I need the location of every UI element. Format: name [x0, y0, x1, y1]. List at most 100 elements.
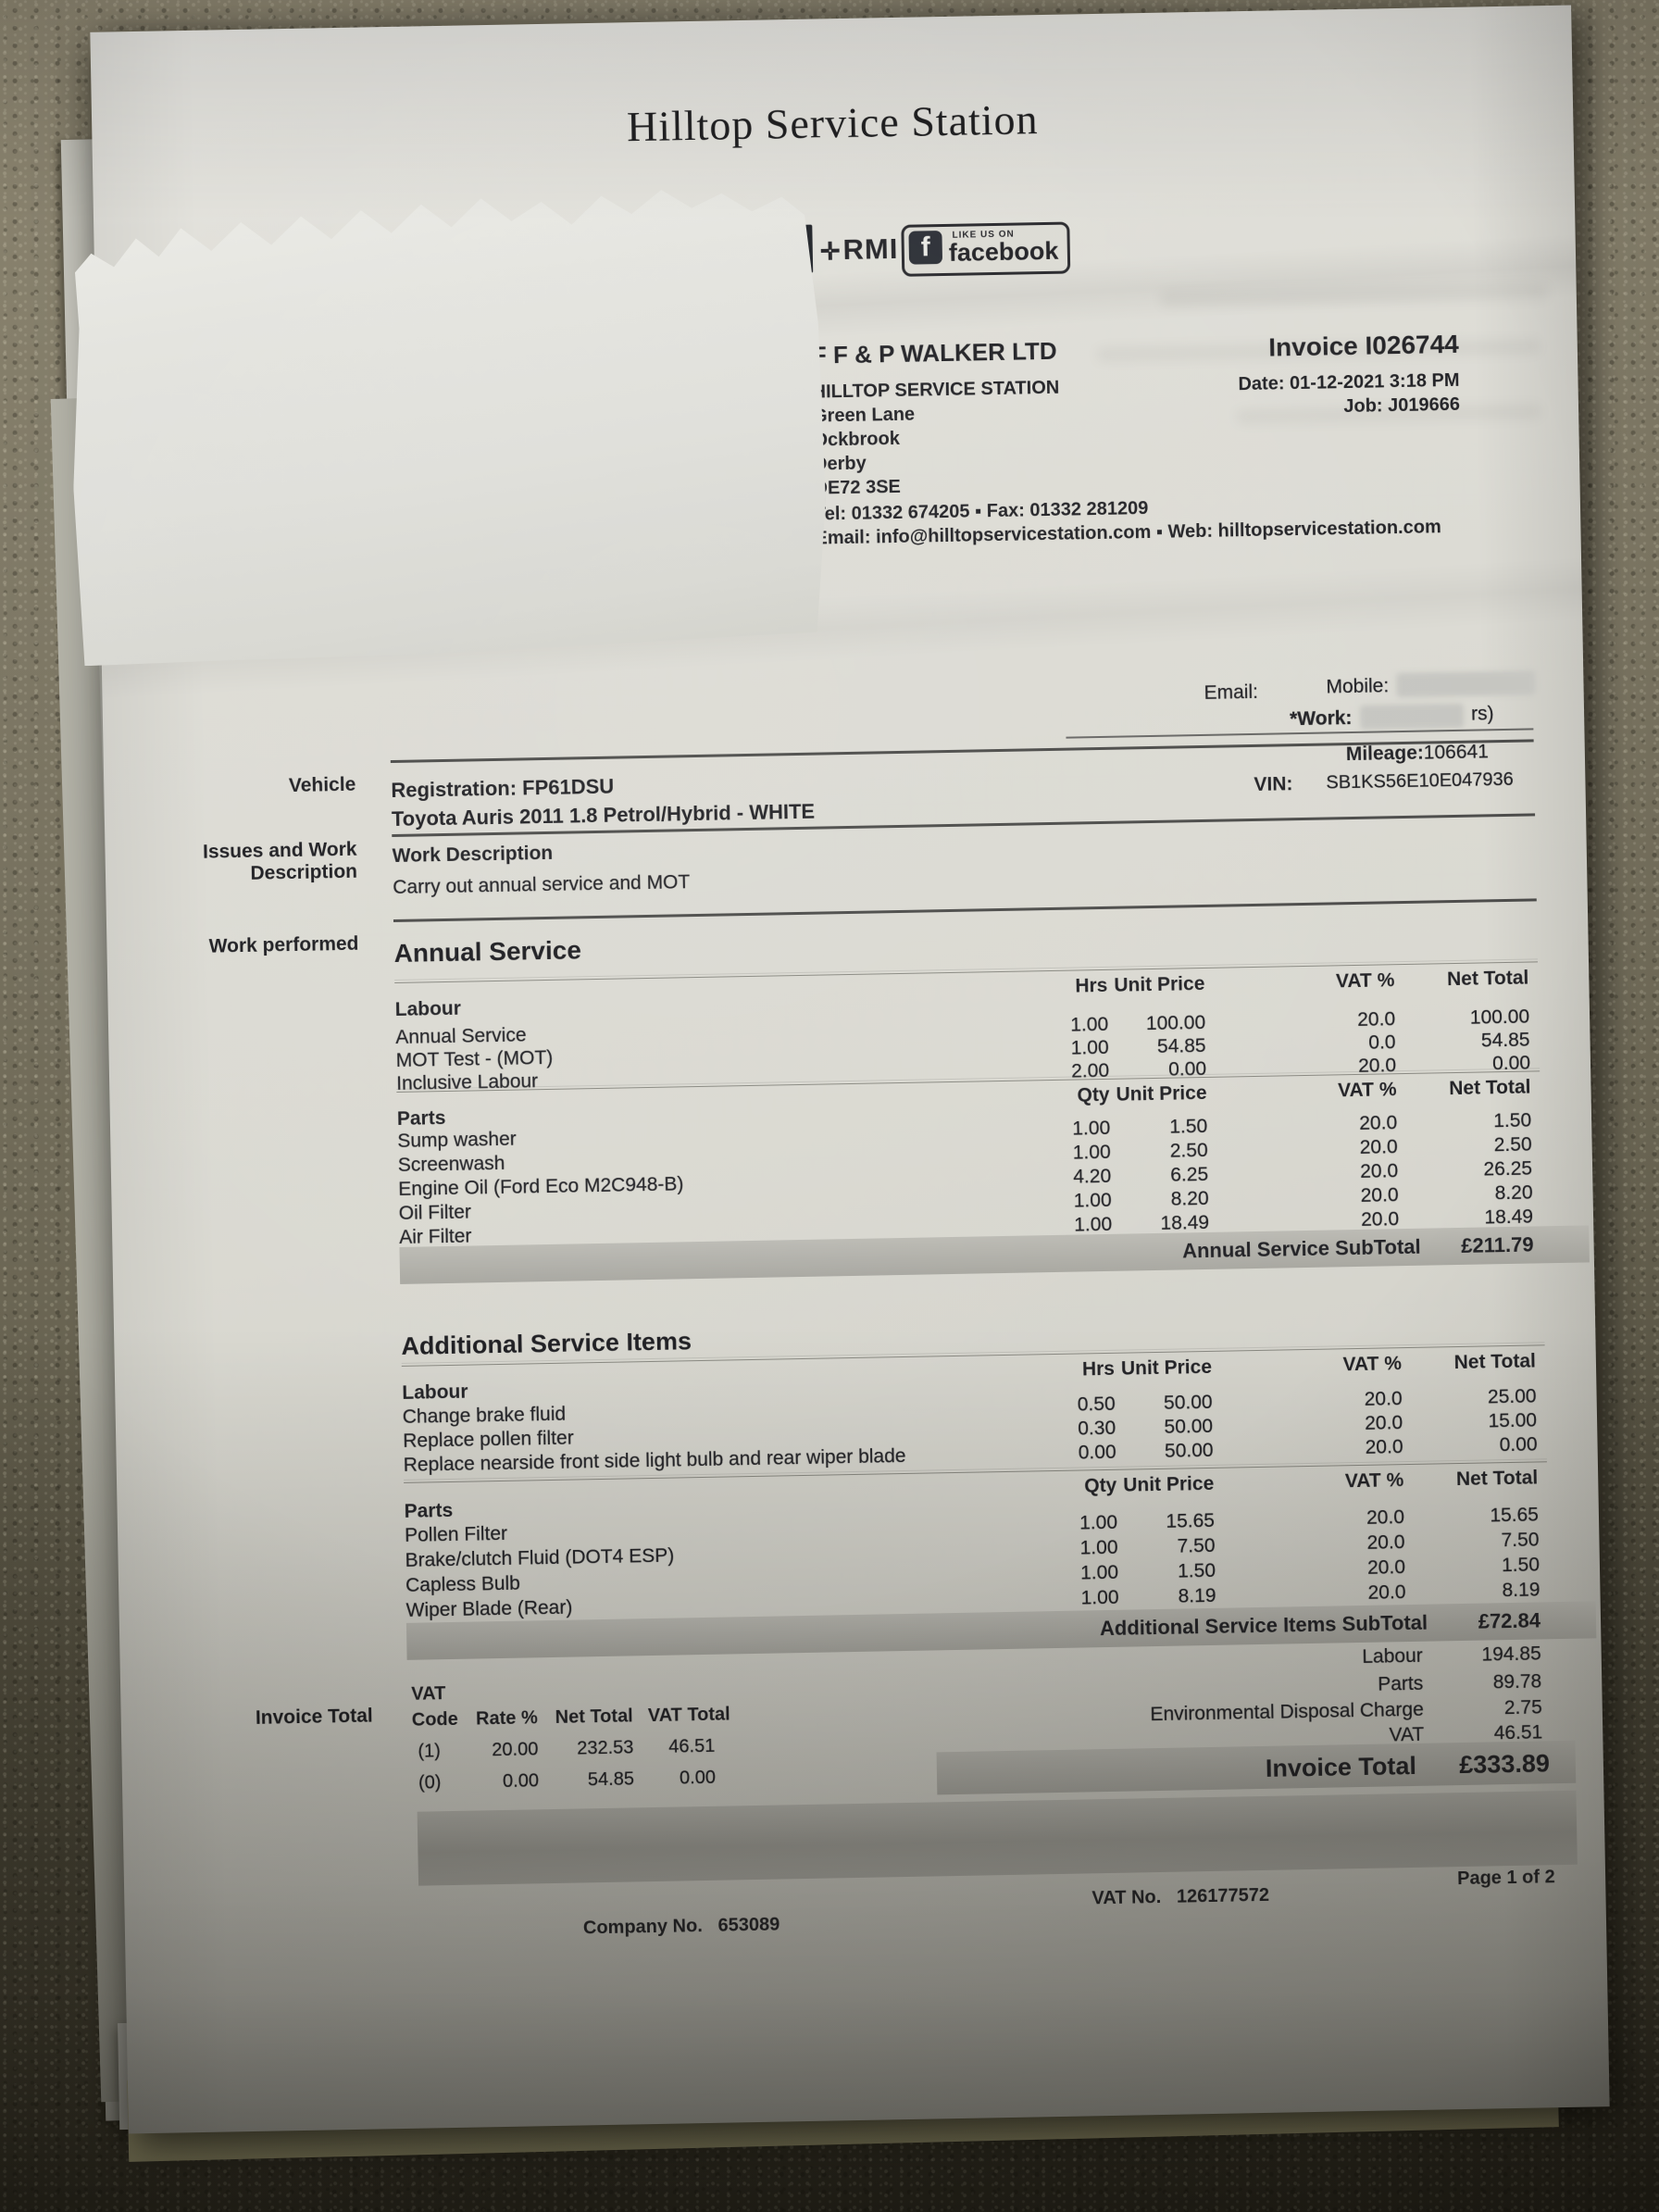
page-title: Hilltop Service Station — [626, 95, 1040, 151]
vat-table: VAT Code Rate % Net Total VAT Total (1) … — [407, 1678, 733, 1804]
vehicle-model: Toyota Auris 2011 1.8 Petrol/Hybrid - WH… — [391, 799, 816, 831]
item-unit-price: 1.50 — [1169, 1115, 1208, 1138]
col-vat: VAT % — [1337, 1079, 1397, 1102]
item-net-total: 7.50 — [1501, 1529, 1540, 1552]
invoice-total-gutter-label: Invoice Total — [255, 1705, 373, 1729]
torn-paper-scrap — [68, 182, 829, 667]
rmi-label: RMI — [842, 231, 899, 266]
item-hrs: 0.50 — [1077, 1393, 1116, 1416]
redacted-work-number — [1359, 703, 1465, 730]
item-qty: 1.00 — [1072, 1117, 1111, 1140]
item-unit-price: 50.00 — [1164, 1439, 1214, 1462]
email-label: Email: — [1204, 681, 1259, 704]
item-name: Annual Service — [395, 1024, 527, 1048]
vat-rate: 20.00 — [492, 1739, 539, 1761]
item-unit-price: 50.00 — [1163, 1391, 1213, 1414]
vat-total: 46.51 — [668, 1735, 716, 1757]
summary-value: 89.78 — [1492, 1670, 1542, 1693]
item-vat: 20.0 — [1359, 1136, 1398, 1158]
summary-value: 194.85 — [1481, 1643, 1541, 1666]
vehicle-gutter-label: Vehicle — [288, 773, 356, 797]
vat-col-code: Code — [411, 1708, 458, 1731]
vat-no: VAT No. 126177572 — [1091, 1885, 1269, 1910]
item-vat: 0.0 — [1368, 1031, 1396, 1054]
summary-value: 2.75 — [1503, 1696, 1542, 1719]
issues-gutter-label: Issues and Work Description — [105, 839, 357, 888]
item-vat: 20.0 — [1367, 1581, 1406, 1604]
annual-service-heading: Annual Service — [393, 935, 582, 968]
item-vat: 20.0 — [1365, 1412, 1403, 1434]
item-net-total: 54.85 — [1480, 1029, 1530, 1052]
vat-code: (0) — [418, 1772, 442, 1793]
col-hrs: Hrs — [1075, 974, 1108, 997]
work-description-text: Carry out annual service and MOT — [393, 871, 691, 899]
vat-col-net: Net Total — [555, 1706, 633, 1728]
vehicle-registration: Registration: FP61DSU — [391, 774, 615, 803]
col-vat: VAT % — [1344, 1469, 1404, 1493]
work-label: *Work: — [1289, 706, 1353, 731]
item-name: Brake/clutch Fluid (DOT4 ESP) — [405, 1544, 675, 1571]
item-qty: 1.00 — [1079, 1536, 1118, 1559]
page-number: Page 1 of 2 — [1456, 1867, 1555, 1890]
item-vat: 20.0 — [1360, 1184, 1399, 1206]
vat-total: 0.00 — [679, 1767, 717, 1789]
col-hrs: Hrs — [1081, 1357, 1116, 1381]
work-suffix: rs) — [1470, 703, 1494, 725]
vat-table-title: VAT — [411, 1683, 446, 1705]
vat-no-label: VAT No. — [1091, 1886, 1162, 1909]
item-net-total: 25.00 — [1487, 1385, 1537, 1408]
item-name: Wiper Blade (Rear) — [405, 1596, 573, 1621]
facebook-icon: f — [908, 231, 943, 265]
item-hrs: 1.00 — [1070, 1013, 1109, 1036]
rmi-logo: ✛RMI — [819, 231, 899, 268]
col-unit-price: Unit Price — [1114, 972, 1205, 996]
redacted-mobile-number — [1396, 670, 1536, 698]
vat-code: (1) — [418, 1741, 442, 1762]
col-net-total: Net Total — [1453, 1350, 1537, 1374]
additional-heading: Additional Service Items — [401, 1327, 692, 1360]
issues-gutter-line2: Description — [250, 860, 358, 884]
rmi-cross-icon: ✛ — [819, 237, 842, 266]
item-net-total: 26.25 — [1483, 1157, 1533, 1181]
vin-label: VIN: — [1254, 773, 1293, 795]
vat-row: (0) 0.00 54.85 0.00 — [409, 1767, 733, 1794]
work-description-heading: Work Description — [392, 842, 554, 868]
item-unit-price: 2.50 — [1169, 1139, 1208, 1162]
item-name: Change brake fluid — [402, 1403, 567, 1428]
item-name: Capless Bulb — [405, 1572, 521, 1596]
vat-net: 54.85 — [587, 1768, 635, 1791]
item-vat: 20.0 — [1360, 1160, 1399, 1182]
facebook-badge: f LIKE US ON facebook — [901, 221, 1071, 277]
item-qty: 1.00 — [1079, 1511, 1118, 1534]
item-vat: 20.0 — [1364, 1388, 1403, 1410]
item-net-total: 15.00 — [1488, 1409, 1538, 1432]
col-qty: Qty — [1084, 1474, 1117, 1497]
col-net-total: Net Total — [1455, 1467, 1539, 1491]
vat-no-value: 126177572 — [1176, 1884, 1270, 1907]
item-unit-price: 15.65 — [1166, 1509, 1216, 1532]
item-unit-price: 8.19 — [1178, 1584, 1216, 1607]
item-qty: 1.00 — [1079, 1561, 1119, 1584]
invoice-total-value: £333.89 — [1458, 1749, 1551, 1780]
company-name: F F & P WALKER LTD — [811, 336, 1057, 369]
mobile-label: Mobile: — [1326, 675, 1390, 698]
company-no-label: Company No. — [582, 1916, 704, 1939]
item-name: Pollen Filter — [404, 1522, 508, 1546]
company-address-line: HILLTOP SERVICE STATION — [812, 377, 1060, 403]
item-name: Oil Filter — [398, 1201, 472, 1224]
company-address-line: DE72 3SE — [814, 476, 902, 499]
vat-col-rate: Rate % — [475, 1707, 538, 1730]
company-address-line: Green Lane — [812, 404, 916, 427]
item-net-total: 0.00 — [1499, 1433, 1538, 1456]
invoice-total-label: Invoice Total — [1265, 1751, 1417, 1782]
gray-band — [417, 1790, 1578, 1886]
company-tel-line: Tel: 01332 674205 ▪ Fax: 01332 281209 — [814, 497, 1149, 525]
vin-value: SB1KS56E10E047936 — [1326, 769, 1514, 794]
additional-subtotal-value: £72.84 — [1478, 1608, 1541, 1633]
item-net-total: 2.50 — [1493, 1133, 1532, 1156]
item-hrs: 1.00 — [1070, 1036, 1109, 1059]
section-divider — [393, 898, 1537, 923]
item-qty: 1.00 — [1073, 1189, 1112, 1212]
vat-rate: 0.00 — [502, 1770, 540, 1792]
